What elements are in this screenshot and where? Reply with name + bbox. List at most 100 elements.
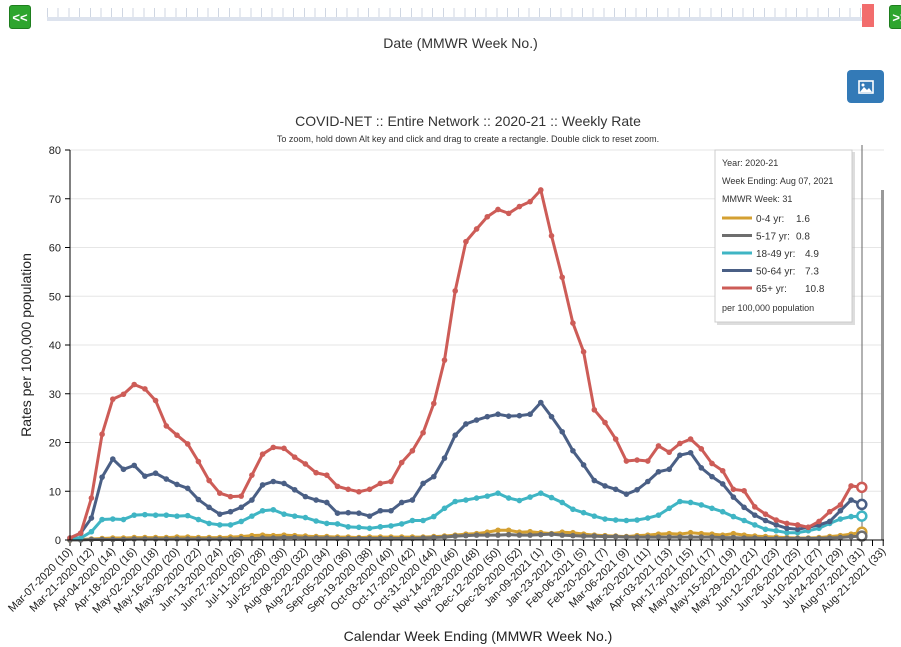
- data-point[interactable]: [505, 495, 512, 501]
- data-point[interactable]: [527, 198, 533, 205]
- data-point[interactable]: [324, 472, 330, 478]
- data-point[interactable]: [505, 413, 512, 419]
- data-point[interactable]: [206, 520, 212, 527]
- data-point[interactable]: [356, 488, 362, 495]
- data-point[interactable]: [516, 412, 523, 419]
- data-point[interactable]: [495, 411, 501, 418]
- data-point[interactable]: [302, 514, 309, 521]
- data-point[interactable]: [259, 451, 266, 458]
- data-point[interactable]: [302, 461, 309, 467]
- data-point[interactable]: [195, 516, 202, 523]
- data-point[interactable]: [805, 524, 812, 531]
- date-slider-handle[interactable]: [862, 4, 874, 27]
- data-point[interactable]: [163, 476, 170, 482]
- data-point[interactable]: [826, 508, 833, 515]
- data-point[interactable]: [677, 534, 683, 540]
- data-point[interactable]: [612, 517, 619, 523]
- data-point[interactable]: [88, 528, 95, 535]
- data-point[interactable]: [152, 536, 159, 542]
- data-point[interactable]: [538, 531, 544, 538]
- data-point[interactable]: [441, 455, 448, 461]
- data-point[interactable]: [677, 498, 683, 505]
- data-point[interactable]: [184, 485, 191, 492]
- data-point[interactable]: [388, 507, 394, 514]
- data-point[interactable]: [741, 517, 747, 524]
- data-point[interactable]: [110, 516, 116, 522]
- data-point[interactable]: [752, 522, 758, 528]
- data-point[interactable]: [730, 494, 737, 500]
- data-point[interactable]: [152, 512, 159, 518]
- data-point[interactable]: [719, 534, 726, 541]
- data-point[interactable]: [398, 521, 405, 527]
- data-point[interactable]: [602, 483, 608, 489]
- data-point[interactable]: [856, 510, 868, 522]
- data-point[interactable]: [645, 458, 651, 464]
- data-point[interactable]: [313, 518, 319, 524]
- data-point[interactable]: [495, 527, 501, 534]
- data-point[interactable]: [131, 462, 137, 469]
- data-point[interactable]: [356, 510, 362, 516]
- date-slider-track[interactable]: [47, 17, 870, 21]
- data-point[interactable]: [709, 505, 715, 512]
- data-point[interactable]: [366, 525, 373, 532]
- data-point[interactable]: [773, 517, 779, 523]
- data-point[interactable]: [773, 527, 779, 534]
- data-point[interactable]: [270, 506, 277, 513]
- data-point[interactable]: [516, 532, 523, 538]
- data-point[interactable]: [580, 533, 587, 539]
- data-point[interactable]: [645, 534, 651, 540]
- data-point[interactable]: [698, 502, 705, 508]
- data-point[interactable]: [570, 447, 576, 454]
- data-point[interactable]: [612, 436, 619, 442]
- data-point[interactable]: [441, 534, 448, 540]
- data-point[interactable]: [217, 522, 223, 528]
- data-point[interactable]: [848, 513, 854, 520]
- data-point[interactable]: [270, 478, 277, 485]
- data-point[interactable]: [762, 511, 769, 517]
- data-point[interactable]: [677, 440, 683, 447]
- data-point[interactable]: [291, 513, 298, 519]
- data-point[interactable]: [602, 419, 608, 426]
- data-point[interactable]: [142, 536, 148, 542]
- data-point[interactable]: [634, 457, 640, 463]
- data-point[interactable]: [334, 510, 341, 516]
- data-point[interactable]: [142, 511, 148, 518]
- data-point[interactable]: [131, 512, 137, 518]
- data-point[interactable]: [548, 233, 555, 239]
- data-point[interactable]: [730, 530, 737, 537]
- data-point[interactable]: [741, 535, 747, 541]
- data-point[interactable]: [398, 459, 405, 466]
- data-point[interactable]: [473, 226, 480, 232]
- data-point[interactable]: [99, 474, 105, 480]
- data-point[interactable]: [623, 458, 630, 464]
- data-point[interactable]: [580, 509, 587, 516]
- data-point[interactable]: [313, 535, 319, 541]
- data-point[interactable]: [591, 407, 598, 413]
- data-point[interactable]: [548, 531, 555, 537]
- data-point[interactable]: [730, 486, 737, 493]
- data-point[interactable]: [687, 534, 694, 540]
- data-point[interactable]: [645, 478, 651, 485]
- data-point[interactable]: [152, 397, 159, 404]
- data-point[interactable]: [142, 473, 148, 479]
- data-point[interactable]: [856, 481, 868, 494]
- data-point[interactable]: [548, 413, 555, 420]
- data-point[interactable]: [784, 520, 790, 527]
- data-point[interactable]: [99, 516, 105, 523]
- data-point[interactable]: [291, 534, 298, 541]
- data-point[interactable]: [463, 238, 469, 245]
- data-point[interactable]: [495, 490, 501, 497]
- data-point[interactable]: [345, 509, 352, 516]
- data-point[interactable]: [463, 421, 469, 427]
- data-point[interactable]: [409, 447, 416, 454]
- data-point[interactable]: [856, 498, 868, 511]
- data-point[interactable]: [762, 517, 769, 524]
- series-5-17-yr[interactable]: [67, 530, 868, 543]
- data-point[interactable]: [452, 533, 459, 539]
- data-point[interactable]: [163, 512, 170, 518]
- data-point[interactable]: [856, 530, 868, 542]
- data-point[interactable]: [719, 467, 726, 474]
- data-point[interactable]: [559, 274, 565, 281]
- data-point[interactable]: [259, 482, 266, 488]
- data-point[interactable]: [634, 517, 640, 523]
